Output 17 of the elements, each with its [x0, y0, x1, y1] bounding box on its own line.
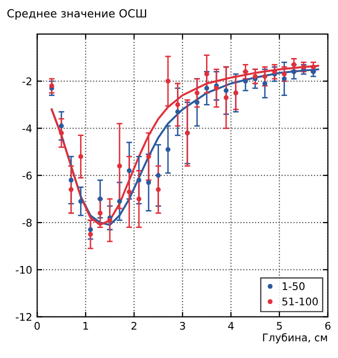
x-tick-label: 2 [132, 322, 136, 330]
x-tick-label: 5 [276, 322, 282, 330]
y-tick-label: -4 [22, 124, 32, 132]
y-tick-label: -6 [22, 172, 32, 180]
chart-title: Среднее значение ОСШ [7, 9, 146, 20]
y-tick-label: -8 [22, 218, 32, 227]
x-axis-title: Глубина, см [263, 333, 327, 344]
y-tick-label: -12 [16, 313, 32, 321]
x-tick-label: 6 [325, 322, 331, 330]
legend-label: 1-50 [282, 282, 305, 290]
y-tick-label: -10 [16, 266, 32, 274]
x-tick-label: 0 [34, 322, 40, 330]
legend-label: 51-100 [282, 298, 318, 306]
y-tick-label: -2 [22, 77, 32, 86]
x-tick-label: 3 [180, 322, 185, 330]
x-tick-label: 4 [228, 322, 234, 330]
x-tick-label: 1 [83, 322, 88, 330]
